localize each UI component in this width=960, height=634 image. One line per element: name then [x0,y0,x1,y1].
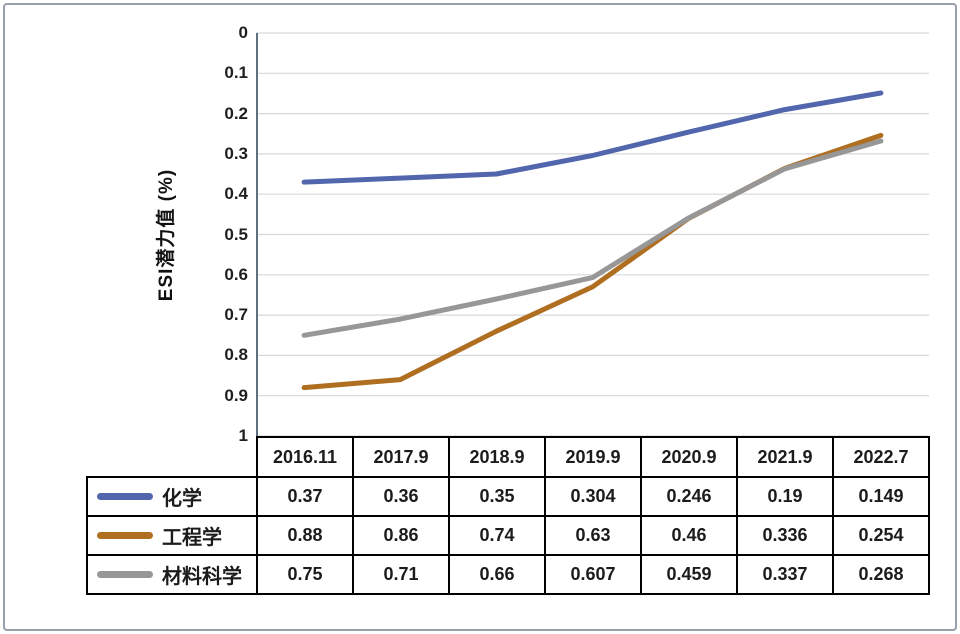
year-header-cell: 2022.7 [832,436,930,478]
table-row-chemistry: 化学 0.37 0.36 0.35 0.304 0.246 0.19 0.149 [86,476,930,517]
y-axis-tick-label: 0.5 [224,225,248,244]
y-axis-tick-label: 0.9 [224,386,248,405]
year-header-cell: 2021.9 [736,436,834,478]
series-line-materials-science [301,138,884,338]
value-cell: 0.149 [832,476,930,517]
y-axis-tick-label: 1 [238,426,248,445]
year-header-cell: 2017.9 [352,436,450,478]
value-cell: 0.35 [448,476,546,517]
value-cell: 0.37 [256,476,354,517]
year-header-cell: 2019.9 [544,436,642,478]
y-axis-tick-label: 0.8 [224,345,248,364]
value-cell: 0.246 [640,476,738,517]
value-cell: 0.88 [256,515,354,556]
y-axis-title: ESI潜力值 (%) [156,168,177,302]
value-cell: 0.459 [640,554,738,595]
value-cell: 0.74 [448,515,546,556]
value-cell: 0.19 [736,476,834,517]
legend-line-swatch-materials-science-icon [97,571,153,578]
series-label-materials-science: 材料科学 [162,566,242,588]
series-line-engineering [301,132,884,391]
value-cell: 0.86 [352,515,450,556]
value-cell: 0.66 [448,554,546,595]
value-cell: 0.46 [640,515,738,556]
value-cell: 0.254 [832,515,930,556]
series-label-engineering: 工程学 [162,527,222,549]
y-axis-tick-label: 0 [238,23,248,42]
series-line-chemistry [301,90,884,185]
value-cell: 0.268 [832,554,930,595]
value-cell: 0.336 [736,515,834,556]
year-header-cell: 2016.11 [256,436,354,478]
legend-cell-materials-science: 材料科学 [86,554,258,595]
value-cell: 0.71 [352,554,450,595]
legend-cell-chemistry: 化学 [86,476,258,517]
table-corner-cell [87,437,257,477]
legend-line-swatch-engineering-icon [97,532,153,539]
y-axis-tick-label: 0.3 [224,144,248,163]
table-row-materials-science: 材料科学 0.75 0.71 0.66 0.607 0.459 0.337 0.… [86,554,930,595]
value-cell: 0.63 [544,515,642,556]
value-cell: 0.337 [736,554,834,595]
legend-line-swatch-chemistry-icon [97,493,153,500]
year-header-cell: 2020.9 [640,436,738,478]
y-axis-tick-label: 0.7 [224,305,248,324]
y-axis-tick-label: 0.1 [224,63,248,82]
line-chart [256,32,929,437]
legend-cell-engineering: 工程学 [86,515,258,556]
y-axis-tick-label: 0.2 [224,104,248,123]
data-table: 2016.11 2017.9 2018.9 2019.9 2020.9 2021… [86,436,930,595]
y-axis-tick-label: 0.4 [224,184,248,203]
year-header-cell: 2018.9 [448,436,546,478]
table-row-engineering: 工程学 0.88 0.86 0.74 0.63 0.46 0.336 0.254 [86,515,930,556]
value-cell: 0.36 [352,476,450,517]
table-header-row: 2016.11 2017.9 2018.9 2019.9 2020.9 2021… [87,436,930,478]
value-cell: 0.75 [256,554,354,595]
y-axis-tick-label: 0.6 [224,265,248,284]
series-label-chemistry: 化学 [162,488,202,510]
value-cell: 0.607 [544,554,642,595]
value-cell: 0.304 [544,476,642,517]
